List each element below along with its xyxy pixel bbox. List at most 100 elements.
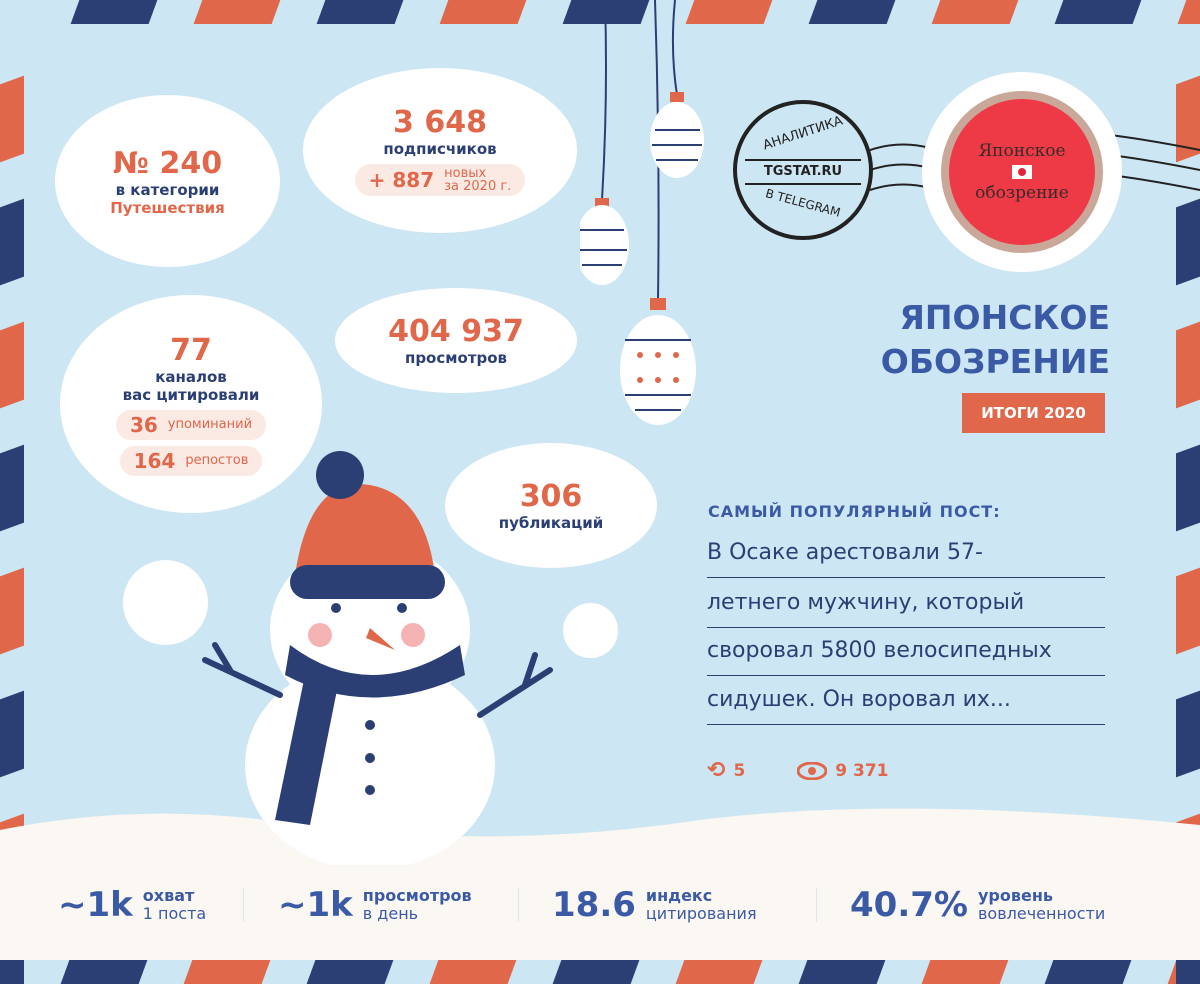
border-stripe: [0, 567, 24, 655]
snowball: [123, 560, 208, 645]
christmas-ornaments: [580, 0, 704, 425]
border-stripe: [316, 0, 404, 24]
bottom-airmail-border: [0, 960, 1200, 984]
rank-category: Путешествия: [110, 198, 225, 217]
reposts-count: 164: [133, 448, 176, 473]
publications-count: 306: [519, 479, 583, 514]
tgstat-postmark: АНАЛИТИКА TGSTAT.RU В TELEGRAM: [733, 100, 873, 240]
new-label: новых: [444, 166, 487, 181]
subscribers-label: подписчиков: [383, 140, 497, 158]
mentions-count: 36: [129, 412, 158, 437]
stat-engagement: 40.7% уровень вовлеченности: [850, 885, 1105, 925]
stat-sublabel: цитирования: [645, 904, 757, 923]
border-stripe: [1176, 567, 1200, 655]
border-stripe: [0, 444, 24, 532]
postmark-logo-text: TGSTAT.RU: [745, 159, 861, 185]
results-badge: ИТОГИ 2020: [962, 393, 1105, 433]
post-reposts: 5: [733, 760, 746, 781]
popular-post-line: летнего мужчину, который: [707, 580, 1105, 628]
border-stripe: [1176, 321, 1200, 409]
border-stripe: [0, 321, 24, 409]
border-stripe: [1176, 198, 1200, 286]
channel-name-line2: обозрение: [975, 183, 1069, 203]
stat-value: 40.7%: [850, 885, 968, 925]
ornament-icon: [650, 92, 704, 178]
title-line1: ЯПОНСКОЕ: [899, 298, 1111, 337]
postmark-bottom-text: В TELEGRAM: [764, 186, 842, 220]
stat-daily-views: ~1k просмотров в день: [278, 885, 472, 925]
subscribers-count: 3 648: [393, 105, 487, 140]
stat-label: индекс: [645, 886, 713, 905]
snowball: [563, 603, 618, 658]
stat-value: ~1k: [278, 885, 353, 925]
views-bubble: 404 937 просмотров: [335, 288, 577, 393]
border-stripe: [183, 960, 271, 984]
stat-value: ~1k: [58, 885, 133, 925]
publications-bubble: 306 публикаций: [445, 443, 657, 568]
border-stripe: [1054, 0, 1142, 24]
new-subscribers-pill: + 887 новых за 2020 г.: [354, 164, 526, 196]
channel-title: ЯПОНСКОЕ ОБОЗРЕНИЕ: [881, 296, 1110, 384]
stat-label: просмотров: [362, 886, 472, 905]
citing-label-1: каналов: [155, 367, 227, 386]
citing-channels-count: 77: [170, 332, 212, 368]
border-stripe: [429, 960, 517, 984]
japan-flag-icon: [1012, 165, 1032, 179]
border-stripe: [0, 690, 24, 778]
eye-icon: [797, 761, 828, 780]
divider: [243, 888, 244, 922]
border-stripe: [1176, 444, 1200, 532]
popular-post-metrics: ⟲ 5 9 371: [707, 758, 889, 783]
new-subscribers-count: + 887: [368, 168, 435, 192]
channel-stamp: Японское обозрение: [922, 72, 1122, 272]
stat-sublabel: вовлеченности: [977, 904, 1106, 923]
border-stripe: [808, 0, 896, 24]
subscribers-bubble: 3 648 подписчиков + 887 новых за 2020 г.: [303, 68, 577, 233]
stat-label: уровень: [977, 886, 1053, 905]
views-label: просмотров: [404, 349, 508, 367]
border-stripe: [552, 960, 640, 984]
border-stripe: [306, 960, 394, 984]
border-stripe: [70, 0, 158, 24]
border-stripe: [798, 960, 886, 984]
reposts-label: репостов: [185, 453, 249, 468]
publications-label: публикаций: [498, 514, 604, 532]
citations-bubble: 77 каналов вас цитировали 36 упоминаний 1…: [60, 295, 322, 513]
ornament-icon: [580, 198, 629, 285]
stat-sublabel: в день: [362, 904, 419, 923]
title-line2: ОБОЗРЕНИЕ: [880, 342, 1110, 381]
divider: [518, 888, 519, 922]
border-stripe: [193, 0, 281, 24]
popular-post-line: своровал 5800 велосипедных: [707, 628, 1105, 676]
stat-reach: ~1k охват 1 поста: [58, 885, 206, 925]
postmark-top-text: АНАЛИТИКА: [761, 113, 845, 154]
border-stripe: [60, 960, 148, 984]
border-stripe: [1044, 960, 1132, 984]
rank-bubble: № 240 в категории Путешествия: [55, 95, 280, 267]
citing-label-2: вас цитировали: [122, 385, 260, 404]
snow-ground: [0, 808, 1200, 960]
border-stripe: [439, 0, 527, 24]
channel-name-line1: Японское: [978, 141, 1066, 161]
popular-post-line: сидушек. Он воровал их...: [707, 677, 1105, 725]
post-views: 9 371: [835, 760, 889, 781]
views-count: 404 937: [388, 314, 524, 349]
border-stripe: [931, 0, 1019, 24]
stat-citation-index: 18.6 индекс цитирования: [552, 885, 757, 925]
rank-number: № 240: [112, 145, 223, 181]
snowman-illustration: [202, 451, 553, 865]
border-stripe: [675, 960, 763, 984]
repost-icon: ⟲: [707, 758, 726, 783]
border-stripe: [0, 198, 24, 286]
ornament-icon: [620, 298, 696, 425]
mentions-label: упоминаний: [167, 417, 253, 432]
new-period: за 2020 г.: [444, 179, 512, 194]
border-stripe: [921, 960, 1009, 984]
divider: [816, 888, 817, 922]
popular-post-line: В Осаке арестовали 57-: [707, 530, 1105, 578]
stat-sublabel: 1 поста: [142, 904, 207, 923]
popular-post-heading: САМЫЙ ПОПУЛЯРНЫЙ ПОСТ:: [708, 502, 1001, 521]
stat-label: охват: [142, 886, 195, 905]
border-stripe: [1176, 690, 1200, 778]
stat-value: 18.6: [552, 885, 636, 925]
